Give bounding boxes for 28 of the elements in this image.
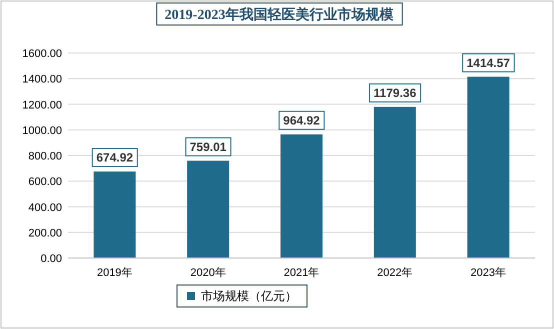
x-tick-label: 2021年 bbox=[284, 267, 320, 279]
y-tick-label: 1000.00 bbox=[22, 124, 62, 137]
y-tick-label: 600.00 bbox=[28, 176, 62, 188]
data-label: 1179.36 bbox=[374, 86, 417, 100]
data-label: 674.92 bbox=[96, 150, 134, 165]
data-label: 1414.57 bbox=[466, 56, 510, 70]
y-tick-label: 200.00 bbox=[28, 227, 62, 240]
legend: 市场规模（亿元） bbox=[176, 284, 308, 308]
bar bbox=[467, 76, 510, 258]
bar bbox=[374, 106, 416, 258]
bar bbox=[280, 134, 322, 258]
chart-title: 2019-2023年我国轻医美行业市场规模 bbox=[164, 6, 394, 23]
legend-label: 市场规模（亿元） bbox=[201, 289, 297, 303]
y-tick-label: 1200.00 bbox=[22, 99, 62, 112]
data-label: 964.92 bbox=[283, 113, 320, 128]
y-tick-label: 1400.00 bbox=[22, 74, 62, 86]
y-tick-label: 400.00 bbox=[28, 202, 62, 214]
y-tick-label: 1600.00 bbox=[22, 48, 62, 60]
y-tick-label: 800.00 bbox=[28, 150, 62, 162]
x-tick-label: 2020年 bbox=[190, 267, 226, 279]
data-label: 759.01 bbox=[190, 140, 227, 154]
x-tick-label: 2019年 bbox=[96, 267, 132, 279]
y-tick-label: 0.00 bbox=[40, 253, 62, 265]
bar bbox=[94, 172, 136, 258]
title: 2019-2023年我国轻医美行业市场规模 bbox=[156, 2, 403, 26]
x-tick-label: 2022年 bbox=[377, 267, 413, 279]
x-tick-label: 2023年 bbox=[470, 267, 506, 279]
bar bbox=[187, 160, 230, 258]
